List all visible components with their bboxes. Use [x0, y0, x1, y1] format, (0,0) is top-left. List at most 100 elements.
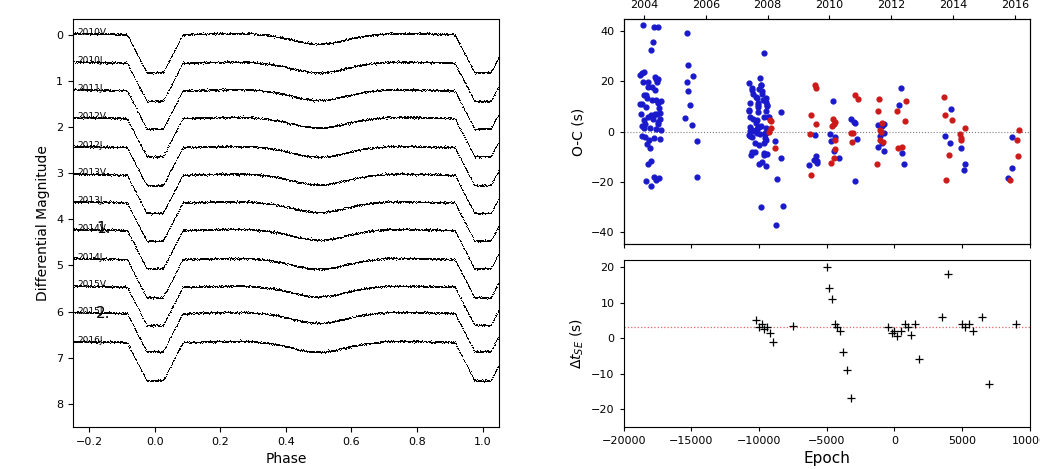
Point	[750, 99, 766, 107]
Point	[957, 160, 973, 168]
Point	[832, 327, 849, 335]
Point	[803, 111, 820, 119]
Point	[748, 317, 764, 324]
Point	[890, 101, 907, 109]
Point	[652, 126, 669, 134]
Point	[844, 138, 861, 145]
Point	[825, 148, 841, 155]
Point	[823, 159, 839, 167]
Point	[906, 320, 922, 328]
Point	[821, 285, 837, 292]
Point	[679, 29, 696, 37]
Point	[753, 320, 770, 328]
Point	[873, 129, 889, 136]
Point	[847, 120, 863, 127]
Text: 2010J: 2010J	[78, 56, 103, 65]
Point	[1004, 165, 1020, 172]
Point	[636, 125, 653, 132]
Point	[875, 138, 891, 145]
Point	[754, 88, 771, 95]
Point	[784, 322, 801, 329]
Point	[742, 128, 758, 135]
Point	[688, 173, 705, 181]
Point	[895, 160, 912, 167]
Point	[757, 95, 774, 102]
Point	[818, 264, 835, 271]
Point	[758, 103, 775, 110]
Point	[874, 122, 890, 129]
Point	[755, 151, 772, 159]
Point	[761, 113, 778, 120]
Point	[648, 125, 665, 133]
Point	[745, 134, 761, 141]
Point	[742, 100, 758, 107]
Point	[639, 94, 655, 101]
Point	[743, 132, 759, 140]
Point	[940, 151, 957, 159]
Point	[639, 104, 655, 111]
Point	[638, 91, 654, 99]
Point	[964, 327, 981, 335]
Point	[762, 117, 779, 124]
Text: 2015V: 2015V	[78, 280, 107, 289]
Point	[641, 136, 657, 143]
Point	[809, 157, 826, 165]
Point	[829, 324, 846, 331]
Point	[748, 129, 764, 136]
Point	[954, 320, 970, 328]
Point	[644, 83, 660, 90]
Text: 2012V: 2012V	[78, 112, 106, 121]
Point	[879, 324, 895, 331]
Point	[757, 163, 774, 170]
Y-axis label: O-C (s): O-C (s)	[572, 107, 586, 156]
Point	[745, 115, 761, 123]
Text: 2011J: 2011J	[78, 84, 103, 93]
Text: 2016J: 2016J	[78, 336, 103, 345]
Point	[844, 129, 861, 136]
Point	[768, 221, 784, 229]
Text: 2013J: 2013J	[78, 196, 103, 205]
Point	[758, 101, 775, 109]
Point	[757, 130, 774, 137]
Point	[633, 132, 650, 140]
Point	[1009, 136, 1025, 144]
Point	[635, 68, 652, 76]
Point	[889, 333, 906, 340]
Point	[648, 78, 665, 86]
Point	[826, 121, 842, 128]
Text: 2013V: 2013V	[78, 168, 107, 177]
Point	[842, 115, 859, 122]
Y-axis label: Differential Magnitude: Differential Magnitude	[36, 145, 50, 301]
Point	[747, 93, 763, 101]
Point	[633, 100, 650, 107]
Point	[775, 203, 791, 210]
Point	[893, 144, 910, 151]
Point	[883, 329, 900, 337]
Point	[953, 145, 969, 152]
Point	[1002, 177, 1018, 184]
Point	[680, 87, 697, 94]
Point	[742, 113, 758, 121]
Point	[869, 107, 886, 114]
Point	[831, 154, 848, 161]
Point	[651, 174, 668, 182]
Point	[943, 116, 960, 124]
Point	[650, 23, 667, 31]
Point	[633, 122, 650, 129]
Point	[740, 131, 757, 138]
Point	[827, 118, 843, 125]
Point	[635, 116, 652, 123]
Point	[850, 95, 866, 103]
Point	[870, 144, 887, 151]
Point	[753, 203, 770, 211]
Point	[874, 119, 890, 127]
Point	[740, 80, 757, 87]
Point	[647, 97, 664, 104]
Point	[764, 338, 781, 345]
Point	[743, 151, 759, 159]
Point	[649, 118, 666, 126]
Point	[643, 46, 659, 54]
Point	[937, 111, 954, 119]
Point	[651, 109, 668, 117]
Point	[647, 111, 664, 118]
